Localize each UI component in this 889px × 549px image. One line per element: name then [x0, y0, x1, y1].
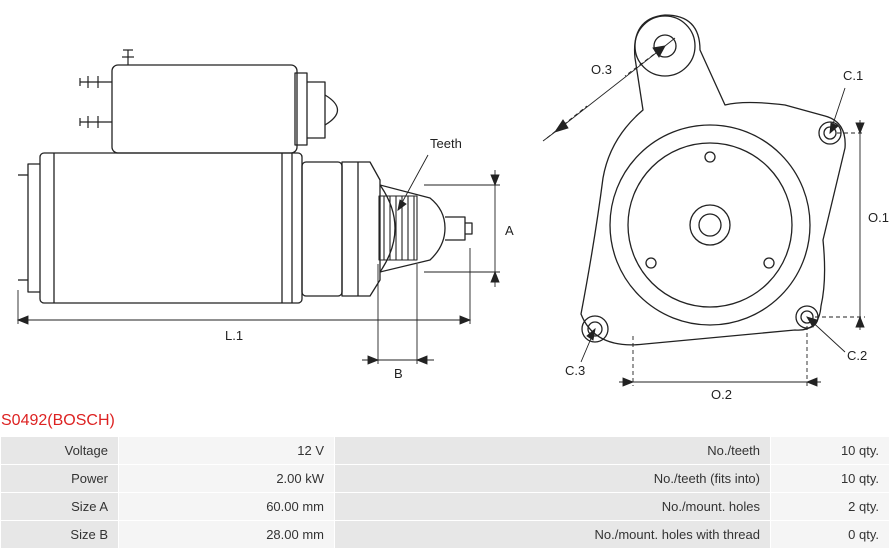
dim-C1-label: C.1	[843, 68, 863, 83]
part-title: S0492(BOSCH)	[1, 412, 115, 429]
teeth-label: Teeth	[430, 136, 462, 151]
spec-label-right: No./mount. holes	[335, 493, 771, 521]
spec-row: Voltage12 VNo./teeth10 qty.	[1, 437, 889, 465]
spec-table: Voltage12 VNo./teeth10 qty.Power2.00 kWN…	[0, 436, 889, 549]
spec-value-right: 10 qty.	[771, 465, 889, 493]
dim-O2-label: O.2	[711, 387, 732, 402]
spec-value-left: 2.00 kW	[119, 465, 335, 493]
spec-value-right: 10 qty.	[771, 437, 889, 465]
spec-value-right: 0 qty.	[771, 521, 889, 549]
spec-label-left: Power	[1, 465, 119, 493]
spec-label-right: No./mount. holes with thread	[335, 521, 771, 549]
dim-O1-label: O.1	[868, 210, 889, 225]
dim-C3-label: C.3	[565, 363, 585, 378]
spec-label-left: Size B	[1, 521, 119, 549]
spec-label-right: No./teeth (fits into)	[335, 465, 771, 493]
spec-label-left: Size A	[1, 493, 119, 521]
side-view-drawing: L.1 B A Teeth	[10, 10, 525, 400]
dim-B-label: B	[394, 366, 403, 381]
spec-value-left: 60.00 mm	[119, 493, 335, 521]
spec-label-left: Voltage	[1, 437, 119, 465]
dim-C2-label: C.2	[847, 348, 867, 363]
spec-value-right: 2 qty.	[771, 493, 889, 521]
dim-A-label: A	[505, 223, 514, 238]
spec-value-left: 12 V	[119, 437, 335, 465]
engineering-drawings: L.1 B A Teeth	[0, 0, 889, 410]
spec-row: Size B28.00 mmNo./mount. holes with thre…	[1, 521, 889, 549]
spec-label-right: No./teeth	[335, 437, 771, 465]
dim-L1-label: L.1	[225, 328, 243, 343]
spec-row: Size A60.00 mmNo./mount. holes2 qty.	[1, 493, 889, 521]
front-view-drawing: O.1 O.2 O.3 C.1 C.2 C.3	[525, 10, 885, 400]
spec-value-left: 28.00 mm	[119, 521, 335, 549]
dim-O3-label: O.3	[591, 62, 612, 77]
spec-row: Power2.00 kWNo./teeth (fits into)10 qty.	[1, 465, 889, 493]
